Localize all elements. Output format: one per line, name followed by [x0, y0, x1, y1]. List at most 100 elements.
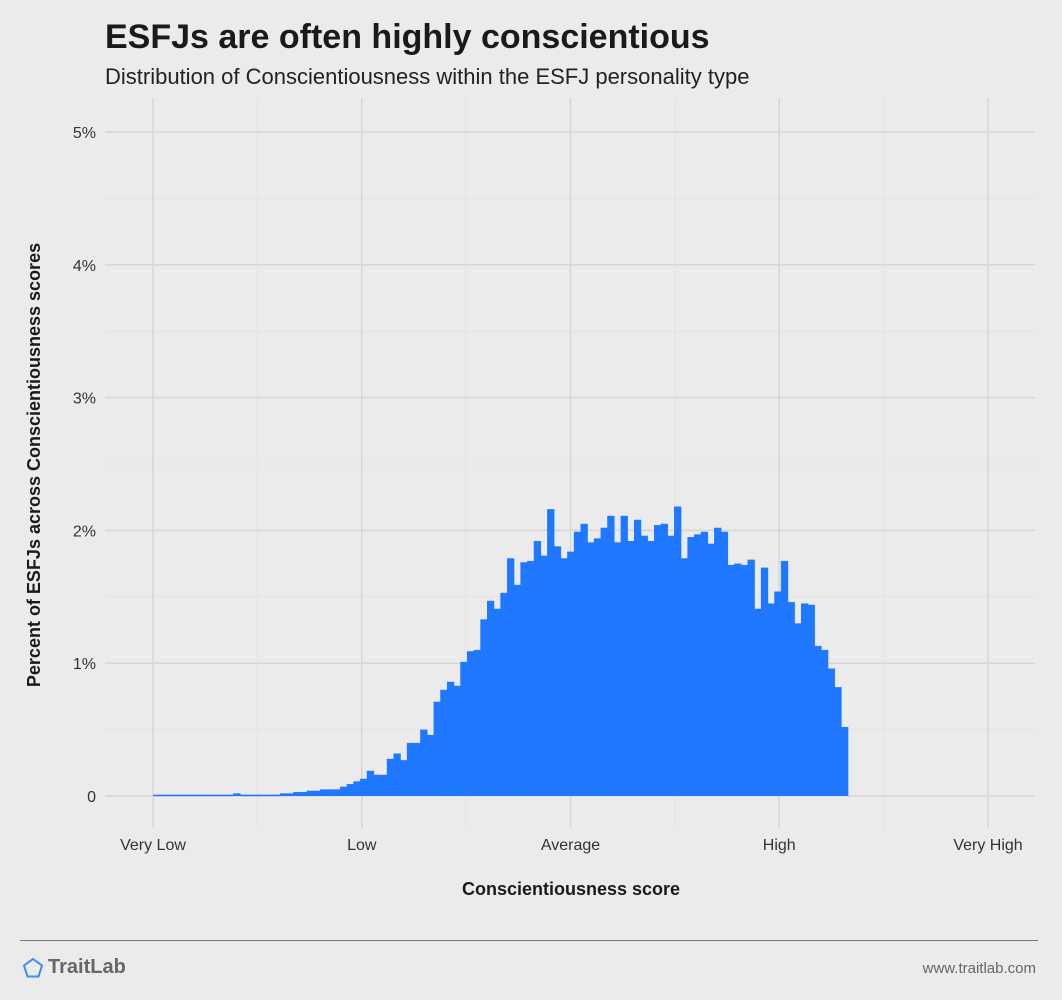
histogram-bar — [406, 742, 415, 796]
histogram-bar — [453, 685, 461, 796]
pentagon-logo-icon — [22, 957, 44, 979]
histogram-bar — [166, 794, 174, 797]
y-axis-ticks: 0 1% 2% 3% 4% 5% — [73, 125, 96, 806]
histogram-bar — [306, 790, 314, 796]
histogram-bar — [313, 790, 321, 796]
histogram-bar — [794, 623, 802, 796]
histogram-bar — [433, 701, 441, 796]
x-tick-label: Average — [541, 837, 600, 854]
histogram-bar — [687, 537, 695, 796]
histogram-bar — [607, 515, 615, 796]
histogram-bar — [440, 689, 448, 796]
histogram-bar — [460, 661, 468, 796]
x-axis-ticks: Very Low Low Average High Very High — [120, 837, 1023, 854]
histogram-bar — [620, 515, 628, 796]
histogram-bar — [253, 794, 261, 797]
histogram-bar — [500, 592, 508, 796]
histogram-bar — [674, 506, 682, 796]
x-tick-label: Very Low — [120, 837, 186, 854]
histogram-bar — [694, 534, 702, 796]
histogram-bar — [420, 729, 428, 796]
histogram-bar — [326, 789, 334, 796]
histogram-bar — [787, 602, 795, 796]
histogram-bar — [193, 794, 201, 797]
histogram-bar — [333, 789, 341, 796]
histogram-bar — [834, 687, 842, 796]
histogram-bar — [173, 794, 181, 797]
histogram-bar — [767, 603, 775, 796]
histogram-bar — [380, 774, 388, 796]
histogram-bar — [533, 541, 542, 796]
histogram-bar — [627, 541, 635, 796]
histogram-bar — [507, 558, 515, 796]
y-tick-label: 3% — [73, 391, 96, 408]
histogram-bar — [827, 668, 835, 796]
histogram-bar — [553, 546, 562, 796]
histogram-bar — [567, 551, 575, 796]
histogram-bar — [680, 558, 688, 796]
x-tick-label: High — [763, 837, 796, 854]
histogram-bar — [153, 794, 161, 797]
histogram-bar — [353, 781, 361, 796]
histogram-bar — [446, 681, 455, 796]
histogram-bar — [774, 591, 782, 796]
histogram-bar — [246, 794, 254, 797]
histogram-bar — [573, 531, 582, 796]
histogram-bar — [493, 608, 501, 796]
histogram-bar — [179, 794, 187, 797]
histogram-bar — [233, 793, 241, 796]
histogram-bar — [386, 758, 395, 796]
histogram-bar — [540, 555, 548, 796]
histogram-bar — [547, 509, 555, 796]
histogram-bar — [714, 527, 722, 796]
histogram-bar — [299, 792, 308, 796]
histogram-bar — [740, 564, 749, 796]
histogram-bar — [754, 608, 762, 796]
chart-subtitle: Distribution of Conscientiousness within… — [105, 64, 750, 89]
histogram-bar — [667, 535, 675, 796]
histogram-bar — [513, 584, 521, 796]
y-tick-label: 5% — [73, 125, 96, 142]
histogram-bar — [206, 794, 214, 797]
histogram-bar — [720, 531, 729, 796]
y-tick-label: 4% — [73, 258, 96, 275]
histogram-bar — [640, 535, 648, 796]
histogram-bar — [727, 564, 735, 796]
histogram-bar — [199, 794, 208, 797]
histogram-bar — [600, 527, 608, 796]
histogram-bar — [186, 794, 194, 797]
histogram-bar — [527, 560, 535, 796]
x-axis-title: Conscientiousness score — [462, 879, 680, 899]
x-tick-label: Low — [347, 837, 377, 854]
histogram-bar — [821, 649, 829, 796]
histogram-bar — [487, 600, 495, 796]
histogram-bar — [373, 774, 381, 796]
footer-divider — [20, 940, 1038, 941]
histogram-bar — [841, 726, 849, 796]
histogram-bar — [340, 786, 348, 796]
histogram-bar — [587, 542, 595, 796]
histogram-bar — [293, 792, 301, 796]
histogram-bar — [266, 794, 274, 797]
histogram-bar — [273, 794, 281, 797]
histogram-bar — [700, 531, 709, 796]
histogram-bar — [593, 538, 602, 796]
histogram-bar — [707, 543, 715, 796]
histogram-bar — [734, 563, 742, 796]
histogram-bar — [747, 559, 755, 796]
histogram-bar — [219, 794, 228, 797]
histogram-bar — [780, 560, 789, 796]
histogram-bar — [426, 734, 435, 796]
brand-logo[interactable]: TraitLab — [22, 956, 126, 979]
histogram-bar — [760, 567, 769, 796]
y-axis-title: Percent of ESFJs across Conscientiousnes… — [24, 243, 44, 687]
histogram-bar — [286, 793, 294, 796]
grid-lines — [105, 98, 1035, 828]
histogram-bar — [259, 794, 268, 797]
histogram-bar — [400, 760, 408, 796]
histogram-bar — [520, 562, 528, 796]
histogram-bar — [807, 604, 815, 796]
site-url[interactable]: www.traitlab.com — [922, 960, 1036, 977]
histogram-bar — [654, 525, 662, 796]
histogram-bar — [239, 794, 248, 797]
